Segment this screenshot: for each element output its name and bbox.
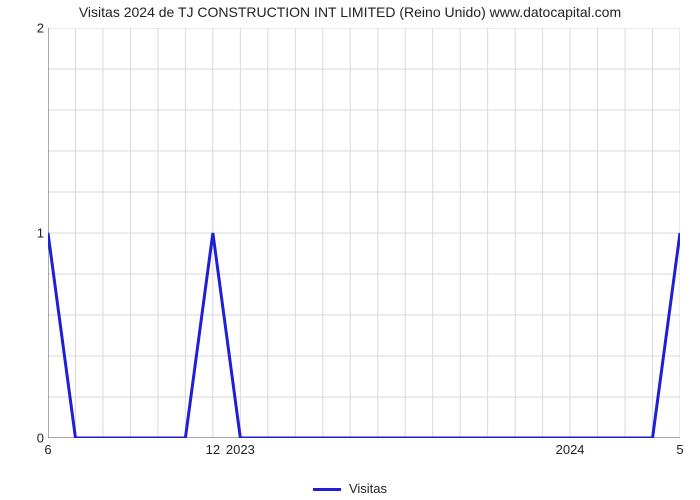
x-tick-label: 2023 [226, 442, 255, 457]
line-chart [48, 28, 680, 438]
x-tick-label: 6 [44, 442, 51, 457]
x-tick-label: 12 [206, 442, 220, 457]
legend: Visitas [0, 481, 700, 496]
x-tick-label: 5 [676, 442, 683, 457]
chart-title: Visitas 2024 de TJ CONSTRUCTION INT LIMI… [0, 4, 700, 20]
y-tick-label: 0 [37, 431, 44, 446]
legend-swatch [313, 488, 341, 491]
legend-label: Visitas [349, 481, 387, 496]
y-tick-label: 2 [37, 21, 44, 36]
x-tick-label: 2024 [556, 442, 585, 457]
y-tick-label: 1 [37, 226, 44, 241]
